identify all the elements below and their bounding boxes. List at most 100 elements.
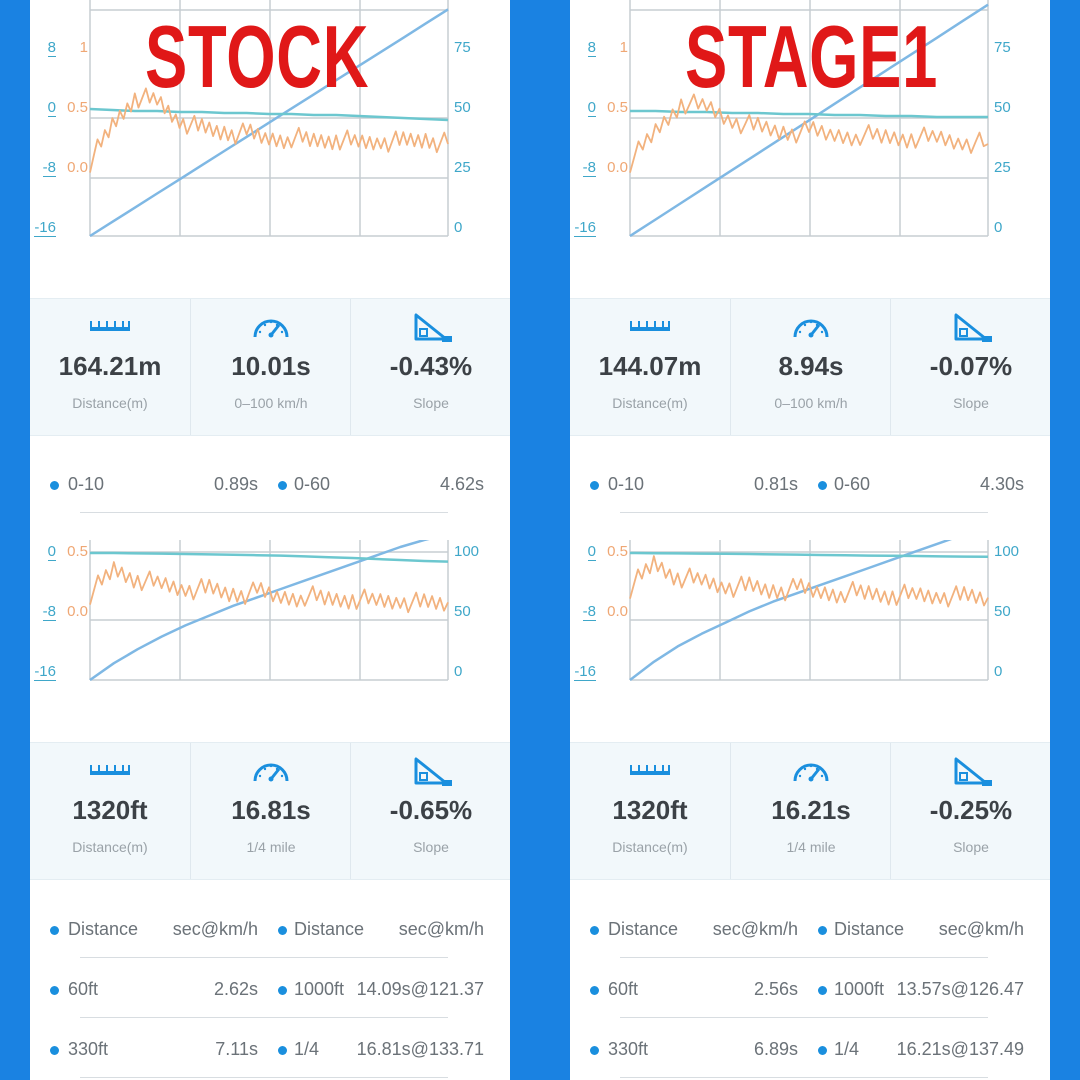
left-axis-tick: -8 — [582, 159, 596, 177]
comparison-header: STAGE1 — [685, 7, 939, 106]
split-value: 0.89s — [213, 474, 258, 494]
row-divider — [80, 957, 448, 958]
stat-value: 16.81s — [231, 795, 311, 825]
speed-line — [89, 540, 430, 682]
acceleration-line — [89, 561, 449, 614]
right-axis-tick: 0 — [454, 219, 463, 236]
bullet-dot — [278, 986, 287, 995]
split-name: 1000ft — [294, 979, 345, 999]
split-name: 60ft — [608, 979, 639, 999]
row-divider — [620, 1077, 988, 1078]
stat-cell: -0.65% Slope — [350, 743, 510, 879]
stat-value: 1320ft — [612, 795, 688, 825]
split-name: Distance — [294, 919, 365, 939]
stat-cell: -0.25% Slope — [890, 743, 1050, 879]
row-divider — [620, 1017, 988, 1018]
right-axis-tick: 0 — [994, 663, 1003, 680]
speed-line — [89, 8, 449, 238]
comparison-header: STOCK — [145, 7, 370, 106]
stat-cell: 1320ft Distance(m) — [30, 743, 190, 879]
split-value: 4.30s — [979, 474, 1024, 494]
split-value: 13.57s@126.47 — [896, 979, 1024, 999]
stat-value: -0.07% — [929, 351, 1013, 381]
bullet-dot — [590, 986, 599, 995]
split-row: 330ft 6.89s 1/4 16.21s@137.49 — [570, 1035, 1050, 1065]
left-axis-tick: -16 — [574, 663, 596, 681]
split-name: 330ft — [68, 1039, 109, 1059]
speed-line — [629, 540, 952, 681]
stat-cell: 1320ft Distance(m) — [570, 743, 730, 879]
stat-cell: -0.43% Slope — [350, 299, 510, 435]
stat-value: 144.07m — [598, 351, 702, 381]
bullet-dot — [590, 481, 599, 490]
split-row: 330ft 7.11s 1/4 16.81s@133.71 — [30, 1035, 510, 1065]
left-axis-tick: 8 — [587, 39, 596, 57]
chart: 8 0 -8 -16 1 0.5 0.0 75 50 25 0 — [30, 0, 510, 260]
split-name: 0-10 — [608, 474, 645, 494]
slope-line — [90, 551, 449, 563]
stat-cell: 144.07m Distance(m) — [570, 299, 730, 435]
stat-label: Slope — [413, 839, 449, 855]
bullet-dot — [818, 926, 827, 935]
left-axis-tick: 0 — [47, 99, 56, 117]
left-axis-tick: -8 — [582, 603, 596, 621]
left-secondary-axis-tick: 0.0 — [67, 603, 88, 620]
right-axis-tick: 75 — [994, 39, 1011, 56]
split-row: 60ft 2.56s 1000ft 13.57s@126.47 — [570, 975, 1050, 1005]
acceleration-line — [89, 87, 449, 173]
speedometer-icon — [248, 757, 294, 792]
left-secondary-axis-tick: 0.5 — [607, 543, 628, 560]
split-name: Distance — [834, 919, 905, 939]
split-name: Distance — [608, 919, 679, 939]
split-name: 1/4 — [834, 1039, 860, 1059]
right-axis-tick: 50 — [994, 603, 1011, 620]
slope-icon — [948, 757, 994, 792]
split-name: 1000ft — [834, 979, 885, 999]
speedometer-icon — [248, 313, 294, 348]
panel-stage1-quarter: 0 -8 -16 0.5 0.0 100 50 0 1320ft Distance(m) 16.21… — [570, 540, 1050, 1080]
split-row: 60ft 2.62s 1000ft 14.09s@121.37 — [30, 975, 510, 1005]
split-value: 14.09s@121.37 — [356, 979, 484, 999]
stat-label: Distance(m) — [612, 395, 688, 411]
split-name: 60ft — [68, 979, 99, 999]
stat-label: Slope — [413, 395, 449, 411]
ruler-icon — [627, 757, 673, 792]
slope-line — [629, 551, 989, 559]
split-value: 4.62s — [439, 474, 484, 494]
chart: 0 -8 -16 0.5 0.0 100 50 0 — [30, 540, 510, 800]
panel-stock-quarter: 0 -8 -16 0.5 0.0 100 50 0 1320ft Distance(m) 16.81… — [30, 540, 510, 1080]
right-axis-tick: 25 — [994, 159, 1011, 176]
split-name: 1/4 — [294, 1039, 320, 1059]
split-value: 16.81s@133.71 — [356, 1039, 484, 1059]
bullet-dot — [818, 481, 827, 490]
left-axis-tick: -8 — [42, 159, 56, 177]
slope-line — [89, 107, 449, 122]
speedometer-icon — [788, 757, 834, 792]
left-axis-tick: 0 — [587, 99, 596, 117]
left-secondary-axis-tick: 0.5 — [607, 99, 628, 116]
row-divider — [620, 957, 988, 958]
bullet-dot — [590, 926, 599, 935]
right-axis-tick: 100 — [994, 543, 1020, 560]
bullet-dot — [50, 1046, 59, 1055]
chart-svg — [89, 540, 449, 682]
split-value: 0.81s — [753, 474, 798, 494]
left-axis-tick: -16 — [34, 219, 56, 237]
right-axis-tick: 50 — [454, 603, 471, 620]
left-axis-tick: -16 — [574, 219, 596, 237]
stat-label: 1/4 mile — [246, 839, 296, 855]
bullet-dot — [278, 481, 287, 490]
row-divider — [620, 512, 988, 513]
stats-card: 144.07m Distance(m) 8.94s 0–100 km/h -0.07% S… — [570, 298, 1050, 436]
speed-line — [629, 3, 989, 238]
stats-card: 164.21m Distance(m) 10.01s 0–100 km/h -0.43%… — [30, 298, 510, 436]
right-axis-tick: 100 — [454, 543, 480, 560]
split-value: sec@km/h — [712, 919, 798, 939]
acceleration-line — [629, 93, 989, 173]
bullet-dot — [590, 1046, 599, 1055]
chart-svg — [89, 0, 449, 238]
stat-value: -0.65% — [389, 795, 473, 825]
split-row: Distance sec@km/h Distance sec@km/h — [570, 915, 1050, 945]
left-secondary-axis-tick: 0.0 — [67, 159, 88, 176]
row-divider — [80, 1017, 448, 1018]
